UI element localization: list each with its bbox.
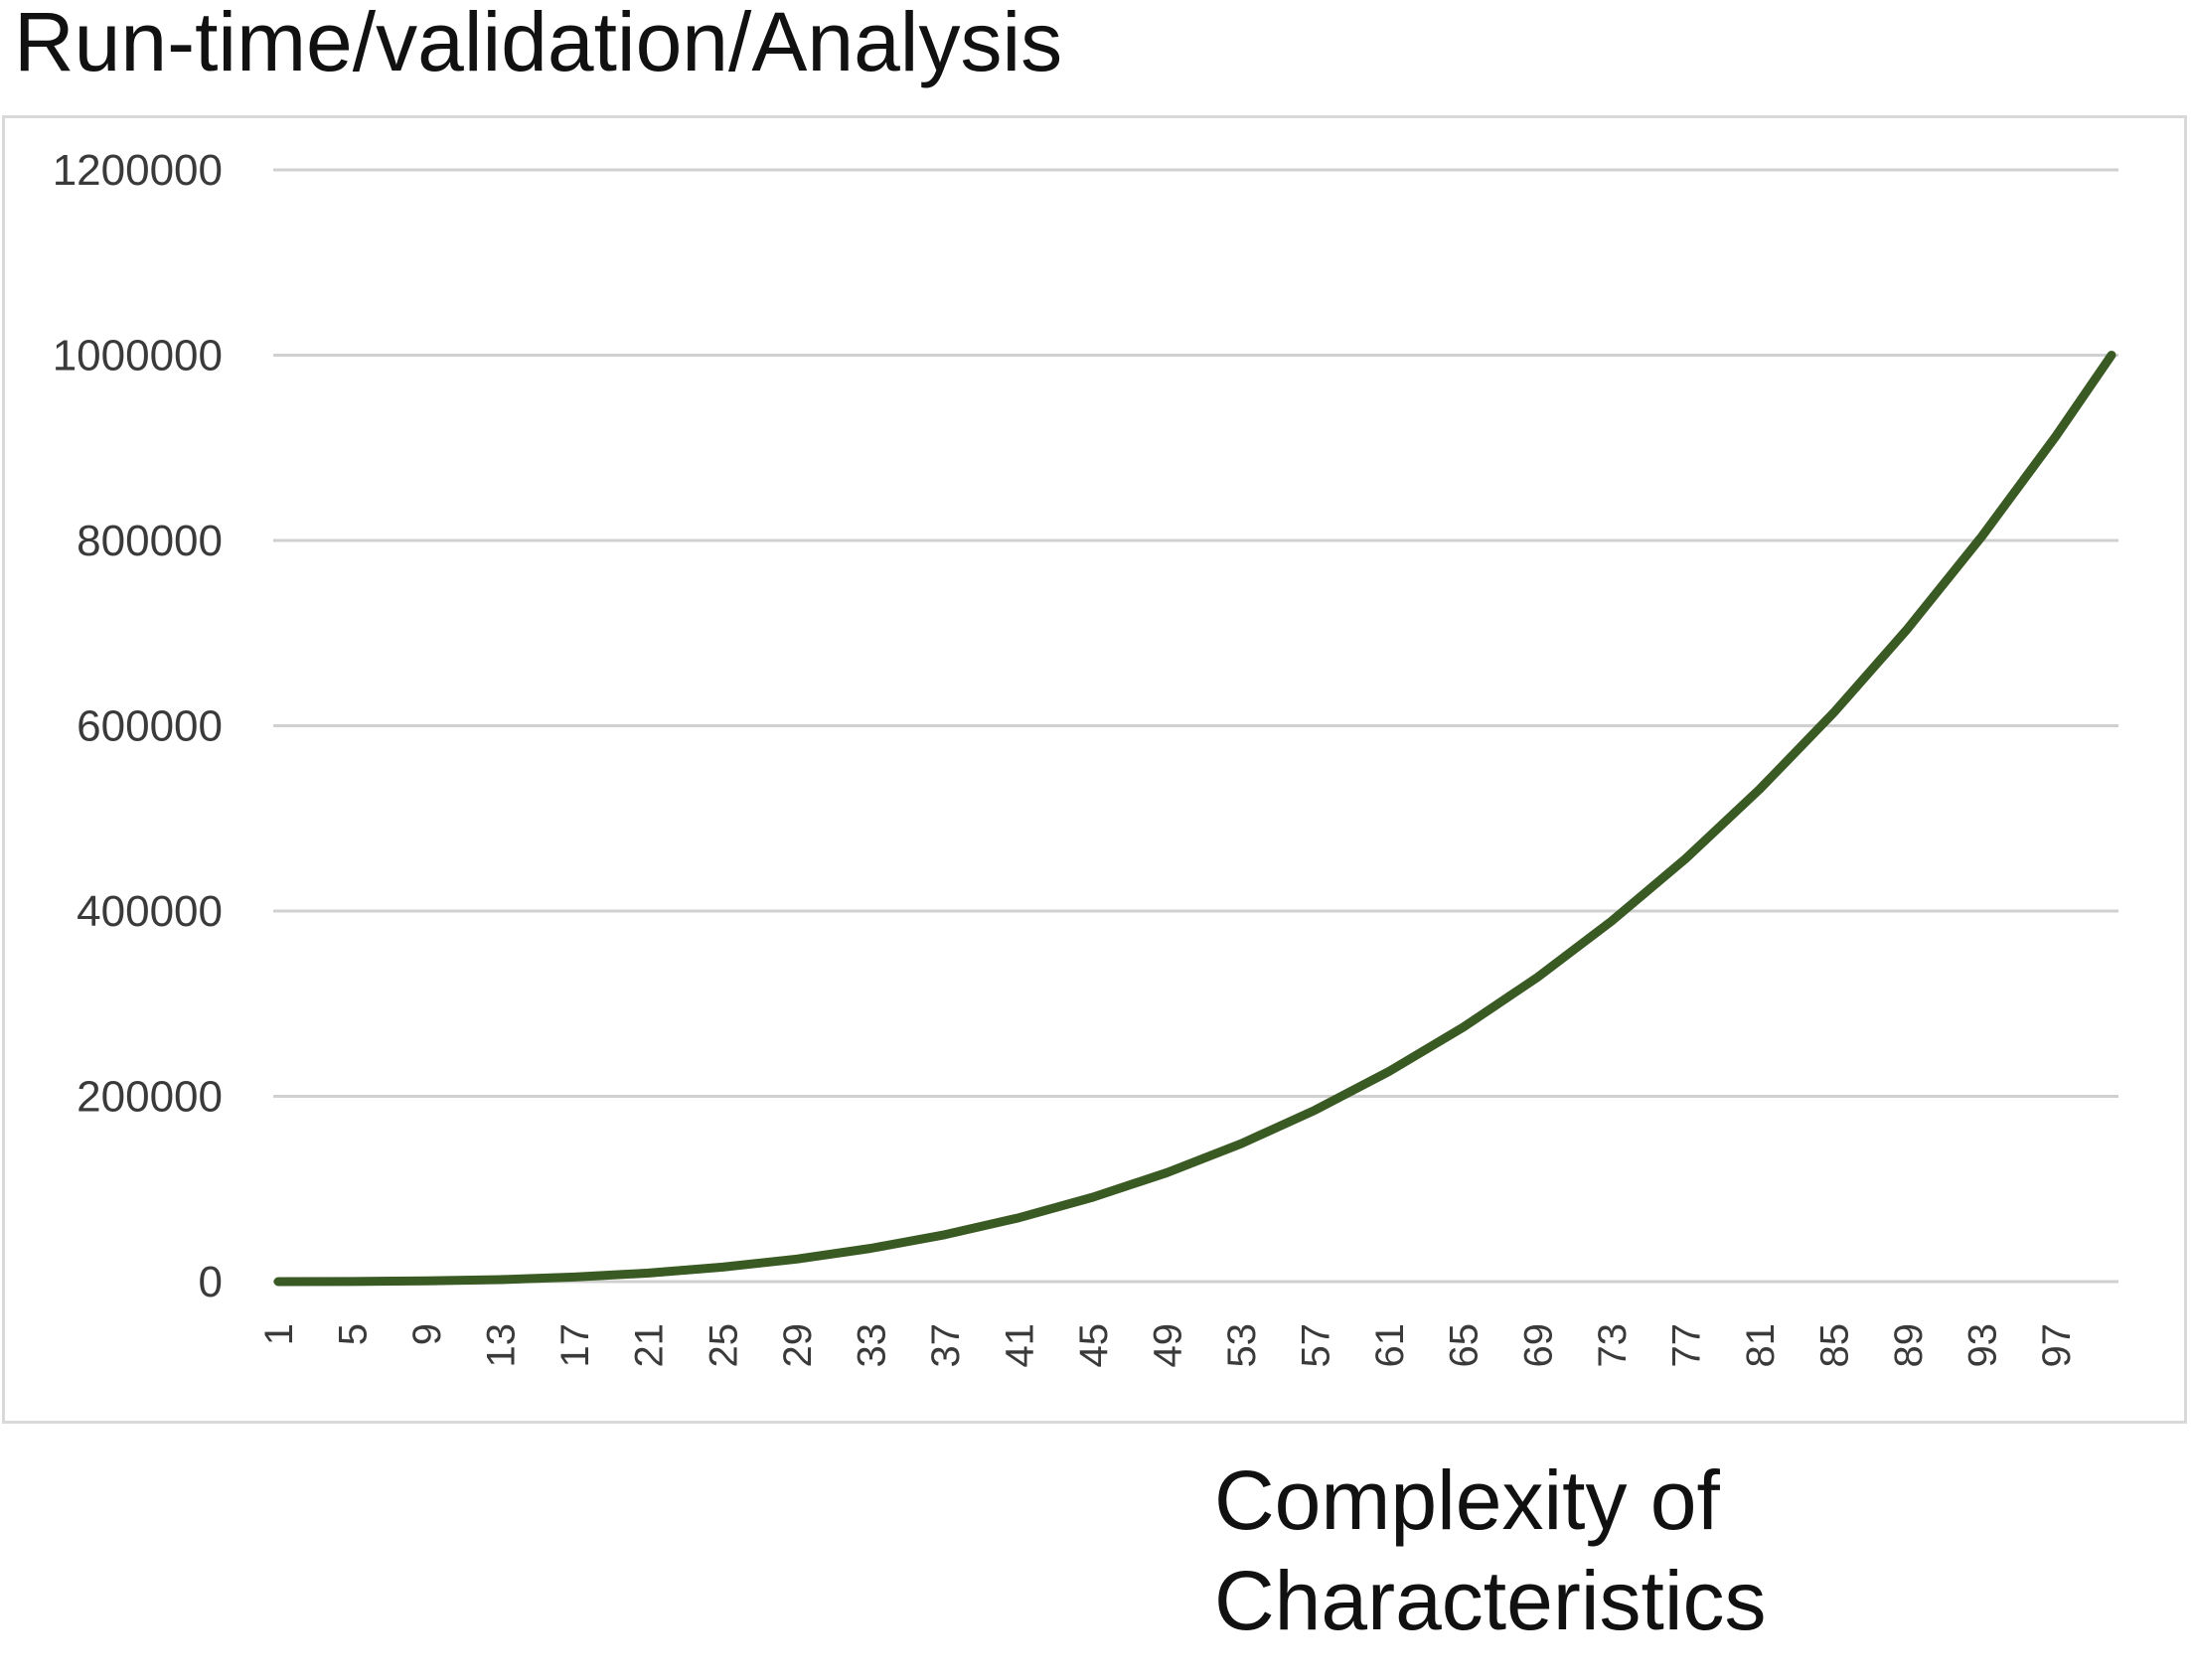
x-tick-label: 49 <box>1147 1323 1190 1368</box>
y-tick-label: 800000 <box>77 517 223 565</box>
x-tick-label: 69 <box>1516 1323 1560 1368</box>
y-tick-label: 1000000 <box>53 332 223 381</box>
x-tick-label: 1 <box>257 1323 301 1345</box>
x-tick-label: 65 <box>1443 1323 1487 1368</box>
x-tick-label: 37 <box>924 1323 968 1368</box>
y-tick-label: 200000 <box>77 1073 223 1122</box>
x-tick-label: 45 <box>1072 1323 1116 1368</box>
x-axis-label: Complexity of Characteristics <box>1214 1451 1766 1651</box>
x-tick-label: 5 <box>332 1323 376 1345</box>
x-tick-label: 81 <box>1739 1323 1783 1368</box>
x-tick-label: 21 <box>628 1323 672 1368</box>
series-layer <box>273 351 2116 1287</box>
y-axis-ticks: 0 200000 400000 600000 800000 1000000 1200000 <box>53 146 223 1306</box>
x-tick-label: 33 <box>850 1323 893 1368</box>
chart-plot: 020000040000060000080000010000001200000 … <box>53 146 2118 1368</box>
x-axis-label-line-1: Complexity of <box>1214 1453 1720 1547</box>
y-tick-label: 400000 <box>77 887 223 936</box>
x-tick-label: 85 <box>1812 1323 1856 1368</box>
x-tick-label: 13 <box>480 1323 524 1368</box>
x-tick-label: 61 <box>1368 1323 1412 1368</box>
x-tick-label: 25 <box>702 1323 745 1368</box>
x-tick-label: 9 <box>405 1323 449 1345</box>
chart-title: Run-time/validation/Analysis <box>14 0 1063 88</box>
x-tick-label: 29 <box>776 1323 820 1368</box>
y-tick-label: 0 <box>199 1258 223 1306</box>
x-tick-label: 53 <box>1220 1323 1264 1368</box>
x-tick-label: 77 <box>1664 1323 1708 1368</box>
x-tick-label: 73 <box>1591 1323 1635 1368</box>
y-tick-label: 1200000 <box>53 146 223 195</box>
x-tick-label: 17 <box>553 1323 597 1368</box>
x-tick-label: 93 <box>1961 1323 2005 1368</box>
y-tick-label: 600000 <box>77 702 223 751</box>
x-tick-label: 57 <box>1295 1323 1338 1368</box>
x-tick-label: 41 <box>998 1323 1041 1368</box>
x-axis-label-line-2: Characteristics <box>1214 1553 1767 1647</box>
gridlines <box>273 168 2118 1284</box>
x-tick-label: 89 <box>1887 1323 1931 1368</box>
chart-frame <box>2 115 2187 1424</box>
series-line-0 <box>273 351 2116 1287</box>
x-axis-ticks: 1 5 9 13 17 21 25 29 33 37 41 45 49 53 57 61 65 69 73 77 81 8… <box>257 1323 2079 1368</box>
x-tick-label: 97 <box>2035 1323 2079 1368</box>
